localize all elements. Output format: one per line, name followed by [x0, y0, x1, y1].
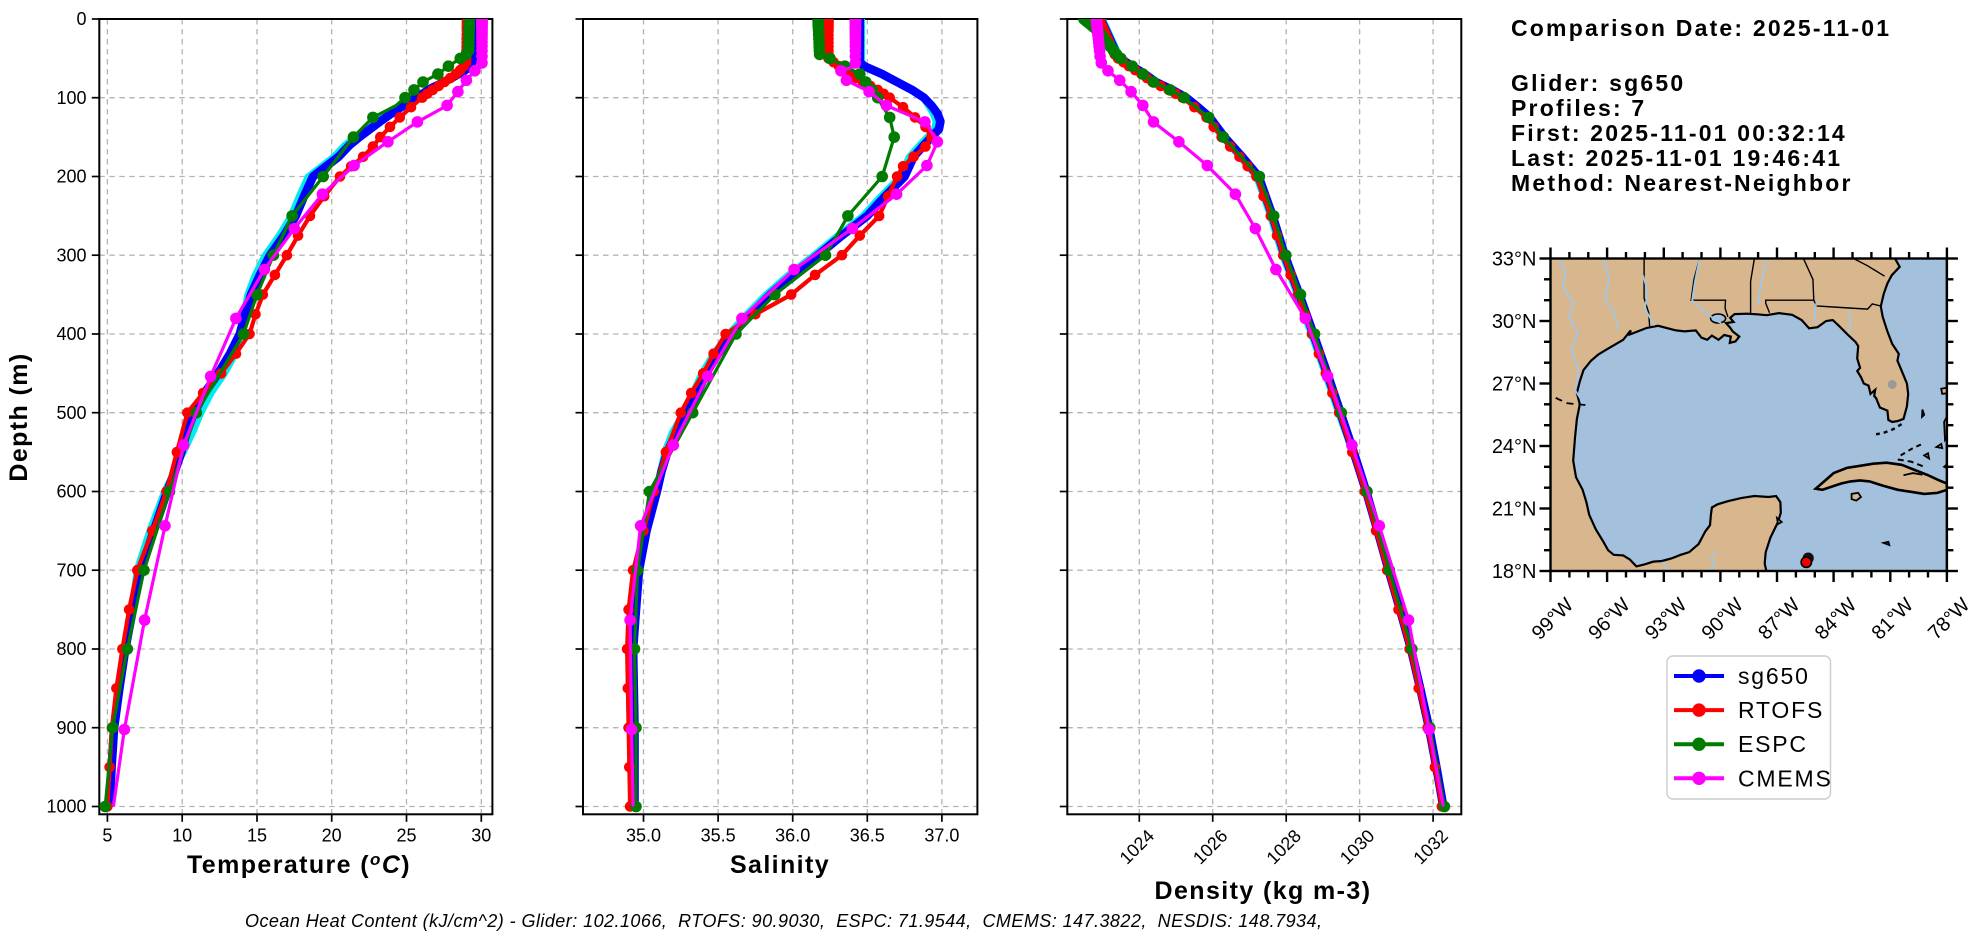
svg-text:Last: 2025-11-01 19:46:41: Last: 2025-11-01 19:46:41	[1511, 145, 1842, 171]
svg-text:ESPC: ESPC	[1738, 731, 1808, 757]
svg-text:0: 0	[76, 9, 86, 29]
svg-text:18°N: 18°N	[1492, 561, 1537, 583]
svg-text:300: 300	[56, 245, 86, 265]
svg-text:36.5: 36.5	[850, 826, 885, 846]
svg-text:21°N: 21°N	[1492, 499, 1537, 521]
svg-text:35.5: 35.5	[701, 826, 736, 846]
svg-text:10: 10	[172, 826, 192, 846]
svg-text:Profiles: 7: Profiles: 7	[1511, 95, 1646, 121]
svg-text:Ocean Heat Content (kJ/cm^2) -: Ocean Heat Content (kJ/cm^2) - Glider: 1…	[245, 911, 1322, 931]
svg-text:Salinity: Salinity	[730, 851, 830, 879]
svg-text:900: 900	[56, 718, 86, 738]
svg-text:200: 200	[56, 167, 86, 187]
svg-text:36.0: 36.0	[775, 826, 810, 846]
svg-text:30°N: 30°N	[1492, 311, 1537, 333]
svg-text:25: 25	[396, 826, 416, 846]
svg-text:20: 20	[322, 826, 342, 846]
svg-text:30: 30	[471, 826, 491, 846]
svg-text:700: 700	[56, 560, 86, 580]
svg-text:800: 800	[56, 639, 86, 659]
svg-text:Glider: sg650: Glider: sg650	[1511, 70, 1685, 96]
svg-text:1000: 1000	[46, 797, 86, 817]
svg-text:Density (kg m-3): Density (kg m-3)	[1155, 877, 1372, 905]
svg-text:CMEMS: CMEMS	[1738, 765, 1833, 791]
svg-text:First: 2025-11-01 00:32:14: First: 2025-11-01 00:32:14	[1511, 120, 1847, 146]
svg-text:600: 600	[56, 482, 86, 502]
svg-text:500: 500	[56, 403, 86, 423]
svg-text:Comparison Date: 2025-11-01: Comparison Date: 2025-11-01	[1511, 15, 1891, 41]
svg-text:37.0: 37.0	[924, 826, 959, 846]
svg-text:24°N: 24°N	[1492, 436, 1537, 458]
svg-text:5: 5	[102, 826, 112, 846]
svg-text:400: 400	[56, 324, 86, 344]
svg-text:35.0: 35.0	[626, 826, 661, 846]
svg-text:27°N: 27°N	[1492, 374, 1537, 396]
svg-text:Method: Nearest-Neighbor: Method: Nearest-Neighbor	[1511, 170, 1853, 196]
svg-text:15: 15	[247, 826, 267, 846]
svg-text:Depth (m): Depth (m)	[5, 352, 33, 481]
svg-text:sg650: sg650	[1738, 663, 1810, 689]
svg-text:Temperature (oC): Temperature (oC)	[187, 850, 411, 879]
svg-text:33°N: 33°N	[1492, 249, 1537, 271]
svg-text:RTOFS: RTOFS	[1738, 697, 1824, 723]
svg-text:100: 100	[56, 88, 86, 108]
